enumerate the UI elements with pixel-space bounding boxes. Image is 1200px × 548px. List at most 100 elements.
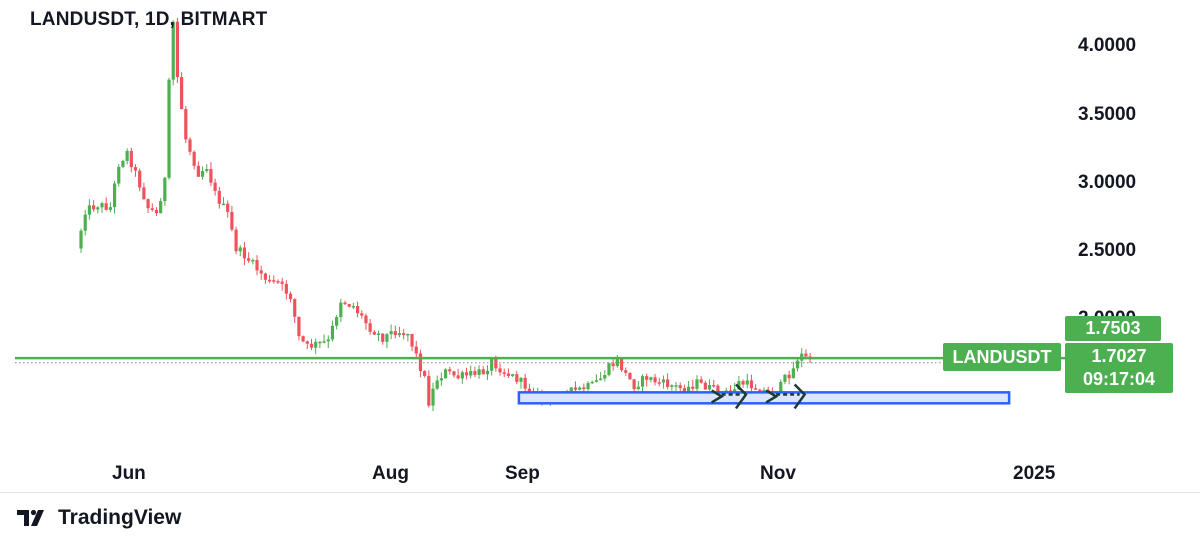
candle-body <box>490 358 494 371</box>
candle-body <box>368 323 372 332</box>
candle-body <box>682 388 687 394</box>
candle-body <box>146 199 150 209</box>
tradingview-brand[interactable]: TradingView <box>16 506 181 530</box>
candle-body <box>795 360 800 369</box>
candle-body <box>234 229 238 252</box>
candle-body <box>653 377 657 383</box>
y-tick-label: 3.0000 <box>1078 172 1136 193</box>
candle-body <box>578 387 582 390</box>
candle-body <box>167 79 171 178</box>
candle-body <box>364 315 368 324</box>
candle-body <box>485 370 490 375</box>
candle-body <box>112 183 117 208</box>
candle-body <box>477 369 481 375</box>
candle-body <box>121 160 125 167</box>
candle-body <box>527 388 531 393</box>
candle-body <box>381 333 385 342</box>
candle-body <box>670 385 674 387</box>
candle-body <box>251 260 255 262</box>
candle-body <box>284 283 288 294</box>
x-tick-label: Aug <box>372 463 409 484</box>
candle-body <box>678 385 682 389</box>
candle-body <box>322 341 326 343</box>
chart-title: LANDUSDT, 1D, BITMART <box>30 9 268 30</box>
candle-body <box>188 139 192 152</box>
candle-body <box>309 343 314 348</box>
candle-body <box>498 368 502 373</box>
candle-body <box>272 280 276 282</box>
candle-body <box>695 379 699 389</box>
candle-body <box>397 333 402 336</box>
y-tick-label: 3.5000 <box>1078 104 1136 125</box>
candle-body <box>787 374 791 379</box>
candle-body <box>410 333 414 347</box>
candle-body <box>586 383 590 390</box>
candle-body <box>741 381 745 385</box>
candle-body <box>569 387 573 392</box>
candle-body <box>502 372 506 374</box>
candle-body <box>293 299 297 317</box>
candle-body <box>628 372 632 380</box>
candle-body <box>649 377 653 380</box>
tradingview-logo-icon <box>17 509 44 526</box>
candle-body <box>159 201 163 214</box>
candle-body <box>645 376 649 380</box>
candle-body <box>242 247 247 259</box>
candle-body <box>330 325 335 340</box>
candle-body <box>280 281 284 284</box>
candle-body <box>599 378 603 381</box>
candle-body <box>594 380 599 382</box>
high-price-tag: 1.7503 <box>1065 316 1161 341</box>
candle-body <box>355 305 360 314</box>
candle-body <box>511 374 515 376</box>
candle-body <box>347 304 351 307</box>
candle-body <box>573 387 578 390</box>
y-axis[interactable]: 4.0000 3.5000 3.0000 2.5000 2.0000 <box>1078 35 1136 329</box>
candle-body <box>175 21 180 78</box>
candle-body <box>335 317 339 326</box>
candle-body <box>360 313 364 316</box>
candle-body <box>108 207 112 210</box>
candle-body <box>213 182 217 191</box>
candle-body <box>611 363 615 367</box>
candle-body <box>217 190 221 204</box>
x-axis[interactable]: Jun Aug Sep Nov 2025 <box>112 463 1056 484</box>
candle-body <box>804 353 808 357</box>
candle-body <box>733 389 737 393</box>
candle-body <box>745 380 749 385</box>
candle-body <box>87 205 92 215</box>
candle-body <box>247 258 251 261</box>
symbol-price-label[interactable]: LANDUSDT <box>943 343 1061 371</box>
candle-body <box>603 375 607 379</box>
candle-body <box>297 316 301 337</box>
candle-body <box>263 273 268 280</box>
candle-body <box>385 334 389 342</box>
candle-body <box>305 341 309 344</box>
candle-body <box>129 150 133 168</box>
candle-body <box>469 371 473 376</box>
candle-body <box>96 207 100 210</box>
x-tick-label: Jun <box>112 463 146 484</box>
candle-body <box>686 386 691 394</box>
candle-body <box>779 381 783 397</box>
candle-body <box>657 382 661 384</box>
candle-body <box>339 302 343 318</box>
candle-body <box>393 331 397 336</box>
candle-body <box>632 379 636 390</box>
candle-body <box>716 385 720 396</box>
candle-body <box>226 203 230 212</box>
candle-body <box>92 205 96 210</box>
candle-body <box>435 380 439 389</box>
candle-body <box>624 370 628 373</box>
candle-body <box>221 203 226 206</box>
candle-body <box>473 371 477 375</box>
y-tick-label: 2.5000 <box>1078 240 1136 261</box>
candle-body <box>326 339 330 342</box>
candle-body <box>519 377 523 382</box>
candle-body <box>259 270 263 274</box>
candle-body <box>712 385 716 387</box>
candle-body <box>267 279 272 282</box>
candle-body <box>783 374 787 382</box>
candle-body <box>150 208 154 210</box>
